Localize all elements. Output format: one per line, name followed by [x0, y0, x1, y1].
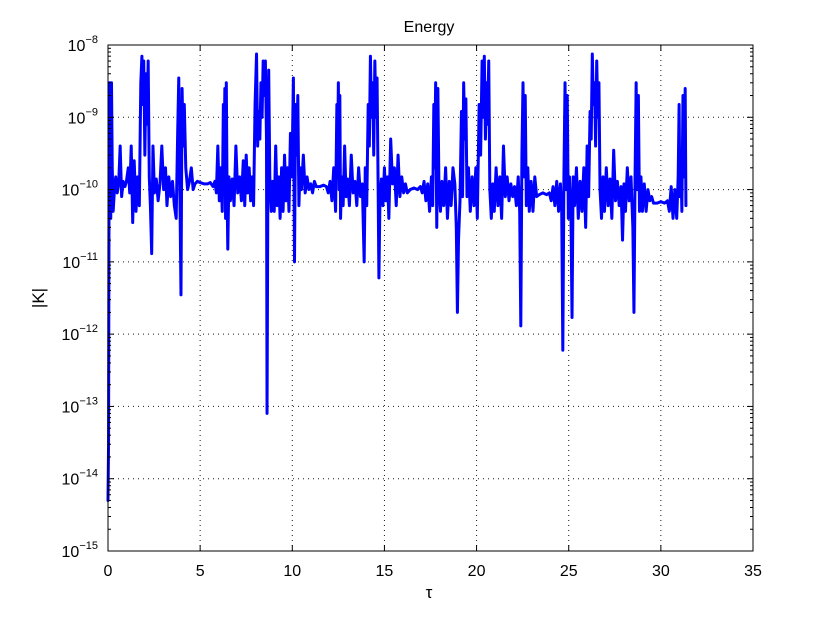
- axes-frame: [107, 44, 754, 552]
- x-tick-labels: 0 5 10 15 20 25 30 35: [104, 563, 762, 580]
- y-tick-label: 10−10: [62, 179, 98, 200]
- axis-ticks: [107, 44, 754, 552]
- x-tick-label: 35: [744, 563, 762, 580]
- y-tick-label: 10−12: [62, 323, 98, 344]
- x-tick-label: 30: [652, 563, 670, 580]
- x-axis-label: τ: [426, 583, 433, 602]
- y-tick-label: 10−8: [68, 34, 98, 55]
- y-tick-label: 10−14: [62, 468, 98, 489]
- x-tick-label: 5: [196, 563, 205, 580]
- y-tick-label: 10−15: [62, 540, 98, 561]
- y-axis-label: |K|: [29, 288, 48, 308]
- plot-area: [106, 52, 688, 502]
- x-tick-label: 10: [283, 563, 301, 580]
- y-tick-labels: 10−8 10−9 10−10 10−11 10−12 10−13 10−14 10−15: [62, 34, 98, 561]
- x-tick-label: 25: [560, 563, 578, 580]
- y-tick-label: 10−9: [68, 106, 98, 127]
- y-tick-label: 10−11: [62, 251, 98, 272]
- chart-title: Energy: [404, 19, 455, 36]
- y-tick-label: 10−13: [62, 395, 98, 416]
- series-line: [106, 52, 688, 502]
- x-tick-label: 20: [468, 563, 486, 580]
- x-tick-label: 15: [376, 563, 394, 580]
- x-tick-label: 0: [104, 563, 113, 580]
